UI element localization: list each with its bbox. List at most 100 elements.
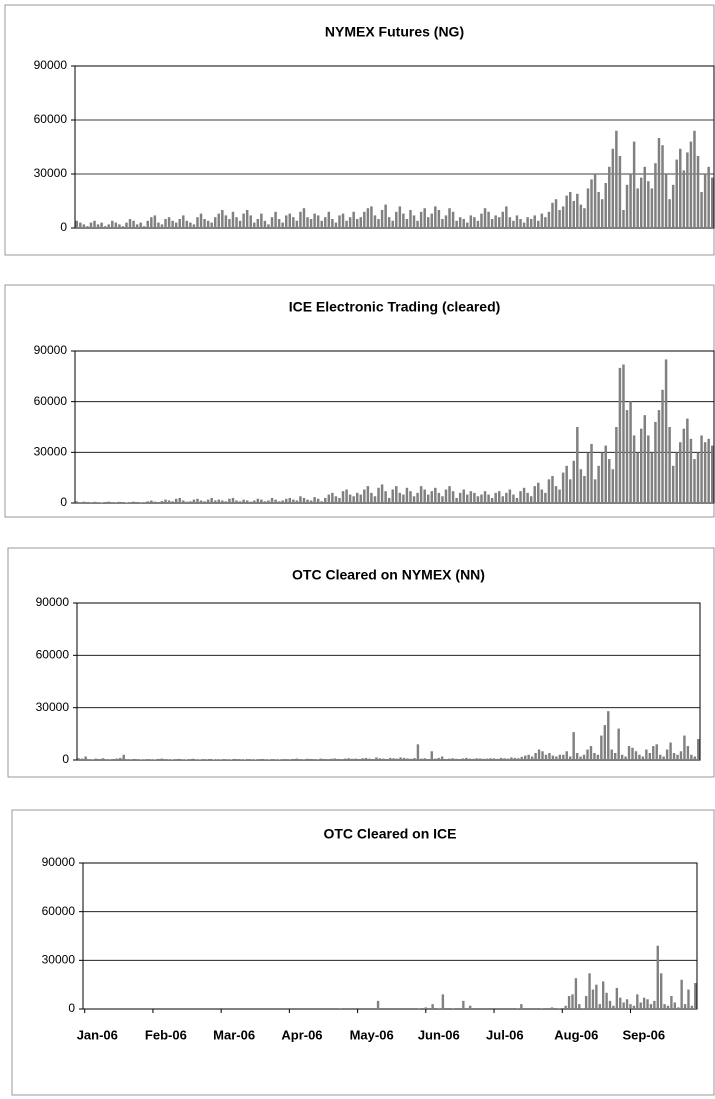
plot-frame	[74, 350, 715, 504]
bar	[399, 757, 402, 760]
bar	[662, 756, 665, 760]
bar	[605, 992, 608, 1009]
bar	[167, 500, 171, 503]
bar	[254, 759, 257, 760]
bar	[94, 758, 98, 760]
bar	[238, 501, 242, 503]
chart-title: OTC Cleared on NYMEX (NN)	[292, 567, 485, 583]
bar	[107, 224, 110, 228]
bar	[430, 213, 434, 228]
bar	[634, 751, 638, 760]
bar	[203, 219, 206, 228]
bar	[555, 756, 558, 760]
bar	[664, 359, 668, 503]
panel-border	[4, 284, 715, 518]
bar	[338, 215, 341, 228]
bar	[505, 492, 508, 503]
chart-title: OTC Cleared on ICE	[323, 826, 456, 842]
bar	[689, 438, 693, 503]
bar	[527, 754, 530, 760]
bar	[499, 757, 503, 760]
bar	[496, 758, 499, 760]
bar	[561, 206, 565, 228]
bar	[641, 756, 645, 760]
bar	[270, 217, 274, 228]
bar	[572, 732, 575, 760]
bar	[693, 756, 697, 760]
bar	[636, 994, 639, 1009]
bar	[541, 751, 544, 760]
bar	[438, 1008, 441, 1009]
bar	[196, 217, 199, 228]
bar	[490, 219, 494, 228]
bar	[423, 208, 426, 228]
bar	[105, 759, 108, 760]
plot-frame	[82, 862, 698, 1010]
bar	[693, 130, 696, 228]
bar	[595, 984, 598, 1009]
bar	[618, 156, 622, 228]
bar	[406, 758, 409, 760]
bar	[167, 217, 171, 228]
bar	[295, 220, 299, 228]
bar	[409, 491, 412, 503]
bar	[643, 166, 647, 228]
bar	[596, 754, 600, 760]
bar	[515, 215, 519, 228]
bar	[700, 192, 703, 228]
bar	[309, 758, 312, 760]
bar	[387, 497, 391, 503]
bar	[588, 973, 591, 1009]
bar	[378, 758, 382, 760]
bar	[568, 479, 572, 503]
bar	[229, 759, 233, 760]
bar	[572, 201, 576, 228]
bar	[639, 1002, 642, 1009]
bar	[602, 981, 605, 1009]
bar	[487, 494, 490, 503]
bar	[475, 758, 478, 760]
bar	[382, 758, 385, 760]
bar	[550, 1007, 554, 1009]
bar	[639, 177, 643, 228]
bar	[217, 499, 221, 503]
bar	[84, 756, 87, 760]
bar	[540, 489, 544, 503]
bar	[402, 213, 405, 228]
bar	[617, 728, 620, 760]
bar	[132, 220, 135, 228]
bar	[473, 492, 476, 503]
bar	[657, 138, 661, 228]
bar	[565, 751, 568, 760]
bar	[558, 489, 561, 503]
bar	[466, 222, 469, 228]
bar	[520, 756, 523, 760]
bar	[224, 215, 228, 228]
bar	[611, 148, 615, 228]
bar	[586, 188, 590, 228]
bar	[448, 208, 451, 228]
bar	[377, 219, 380, 228]
bar	[77, 758, 80, 760]
bar	[703, 174, 707, 228]
bar	[267, 224, 270, 228]
bar	[584, 996, 588, 1009]
bar	[576, 193, 579, 228]
x-tick-label: Apr-06	[281, 1027, 322, 1042]
bar	[468, 758, 472, 760]
bar	[391, 489, 394, 503]
bar	[245, 210, 249, 228]
bar	[537, 482, 540, 503]
x-tick-label: Mar-06	[213, 1027, 255, 1042]
bar	[508, 489, 512, 503]
panel-border	[7, 547, 715, 778]
bar	[618, 367, 622, 503]
bar	[323, 758, 326, 760]
bar	[191, 758, 195, 760]
bar	[590, 179, 593, 228]
bar	[363, 211, 366, 228]
bar	[434, 758, 437, 760]
bar	[656, 945, 659, 1009]
bar	[398, 492, 402, 503]
bar	[632, 1005, 636, 1009]
